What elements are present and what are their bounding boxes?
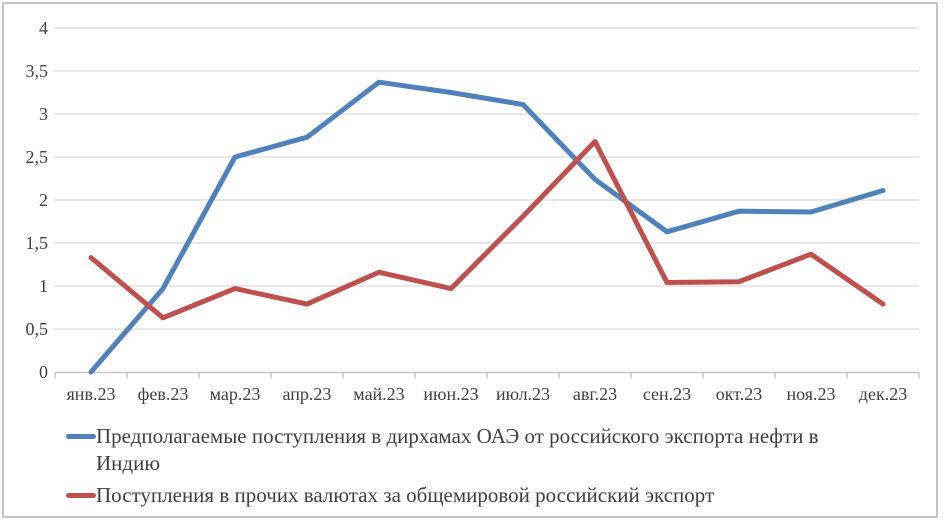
legend-label-other-currencies: Поступления в прочих валютах за общемиро… (96, 482, 715, 507)
svg-text:3: 3 (39, 104, 48, 124)
chart-legend: Предполагаемые поступления в дирхамах ОА… (66, 423, 886, 514)
chart-frame: 0 0,5 1 1,5 2 2,5 3 3,5 4 янв.23 фев.23 мар.23 апр.2… (2, 2, 938, 518)
svg-text:3,5: 3,5 (26, 61, 49, 81)
svg-text:окт.23: окт.23 (716, 384, 763, 404)
svg-text:май.23: май.23 (353, 384, 404, 404)
svg-text:2: 2 (39, 190, 48, 210)
svg-text:фев.23: фев.23 (138, 384, 189, 404)
svg-text:4: 4 (39, 18, 48, 38)
svg-text:июн.23: июн.23 (423, 384, 478, 404)
svg-text:1: 1 (39, 276, 48, 296)
svg-text:0,5: 0,5 (26, 319, 49, 339)
svg-text:дек.23: дек.23 (859, 384, 907, 404)
svg-text:0: 0 (39, 362, 48, 382)
svg-text:2,5: 2,5 (26, 147, 49, 167)
svg-text:ноя.23: ноя.23 (786, 384, 835, 404)
svg-text:мар.23: мар.23 (210, 384, 261, 404)
legend-label-dirham-receipts: Предполагаемые поступления в дирхамах ОА… (96, 424, 819, 475)
legend-item-other-currencies: Поступления в прочих валютах за общемиро… (66, 482, 886, 509)
svg-text:сен.23: сен.23 (643, 384, 691, 404)
svg-text:янв.23: янв.23 (67, 384, 116, 404)
svg-text:авг.23: авг.23 (573, 384, 617, 404)
svg-text:июл.23: июл.23 (496, 384, 550, 404)
svg-text:апр.23: апр.23 (283, 384, 332, 404)
legend-marker-red-line-icon (66, 492, 96, 498)
legend-marker-blue-line-icon (66, 434, 96, 439)
svg-text:1,5: 1,5 (26, 233, 49, 253)
legend-item-dirham-receipts: Предполагаемые поступления в дирхамах ОА… (66, 423, 886, 477)
